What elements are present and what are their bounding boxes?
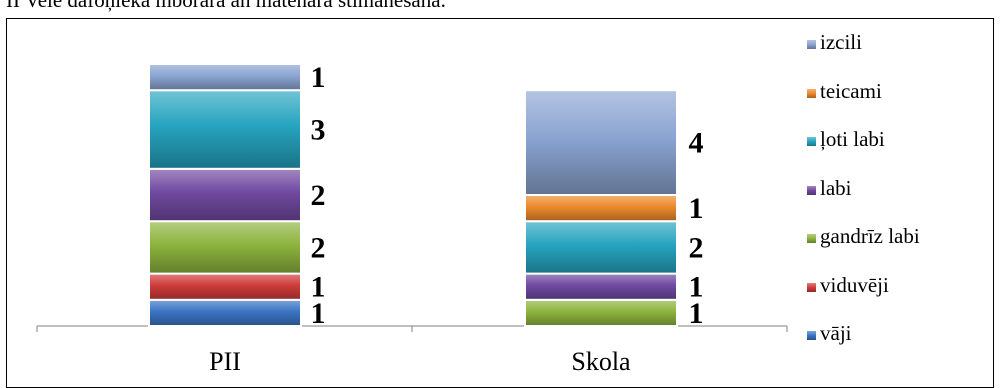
- legend-label: izcili: [820, 30, 862, 54]
- legend-label: viduvēji: [820, 272, 889, 297]
- bar-segment-pii-1: [148, 272, 302, 301]
- bar-segment-skola-2: [524, 298, 678, 327]
- bar-segment-skola-6: [524, 89, 678, 196]
- data-label: 1: [689, 297, 704, 330]
- legend-label: vāji: [820, 321, 852, 345]
- legend-swatch: [806, 136, 817, 147]
- bar-segment-pii-2: [148, 220, 302, 275]
- category-label: PII: [209, 347, 241, 374]
- bar-segment-skola-4: [524, 220, 678, 275]
- bar-segment-skola-5: [524, 194, 678, 223]
- legend-swatch: [806, 281, 817, 293]
- data-label: 1: [689, 192, 704, 225]
- data-label: 3: [311, 114, 326, 147]
- data-label: 1: [311, 61, 326, 94]
- category-label: Skola: [571, 347, 631, 374]
- legend-label: ļoti labi: [820, 127, 885, 151]
- bar-segment-pii-0: [148, 298, 302, 327]
- bar-segment-skola-3: [524, 272, 678, 301]
- data-label: 2: [311, 179, 326, 212]
- legend-swatch: [806, 233, 817, 244]
- legend-swatch: [806, 330, 817, 341]
- data-label: 4: [689, 127, 704, 160]
- bar-segment-pii-3: [148, 167, 302, 223]
- data-label: 1: [311, 297, 326, 330]
- data-label: 1: [689, 271, 704, 304]
- page-caption: II Vele dafoņiekà mborara an matenàra st…: [6, 0, 446, 12]
- bar-segment-pii-6: [148, 63, 302, 92]
- data-label: 2: [311, 231, 326, 264]
- legend-swatch: [806, 184, 817, 196]
- data-label: 2: [689, 231, 704, 264]
- legend-label: gandrīz labi: [820, 224, 920, 248]
- legend-label: teicami: [820, 78, 882, 103]
- data-label: 1: [311, 271, 326, 304]
- legend-swatch: [806, 87, 817, 99]
- legend-swatch: [806, 39, 817, 50]
- bar-segment-pii-4: [148, 89, 302, 170]
- legend-label: labi: [820, 175, 852, 200]
